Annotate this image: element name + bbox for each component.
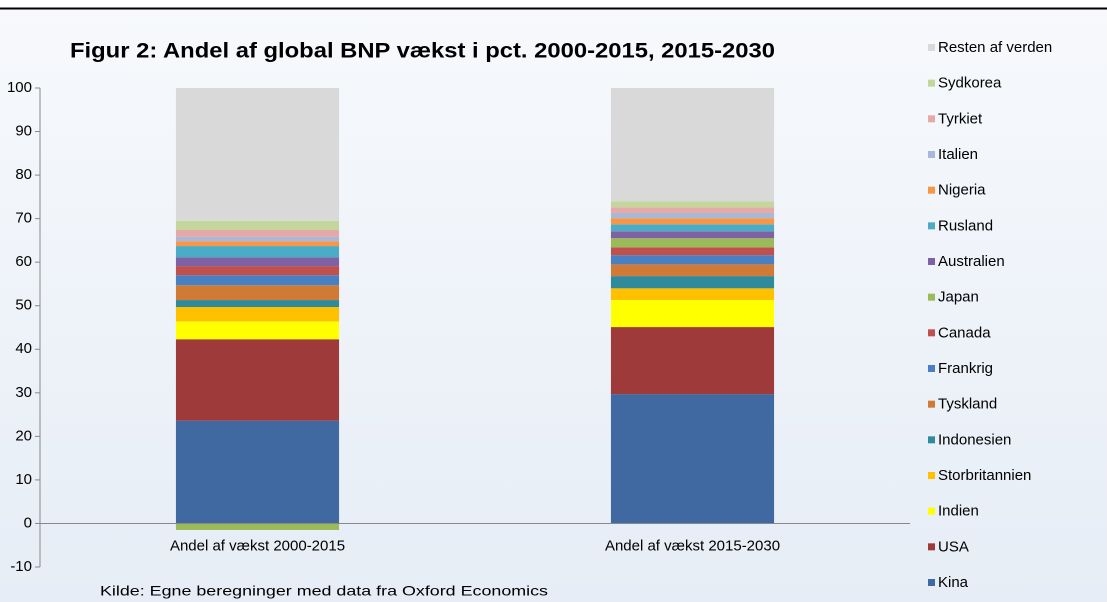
bar-segment xyxy=(610,224,775,232)
bar-segment xyxy=(175,420,340,524)
y-tick-label: 60 xyxy=(15,253,32,270)
bar-segment xyxy=(610,276,775,289)
legend-label: USA xyxy=(938,538,969,555)
x-tick-label: Andel af vækst 2015-2030 xyxy=(605,537,780,554)
bar-segment xyxy=(610,201,775,208)
chart-title: Figur 2: Andel af global BNP vækst i pct… xyxy=(70,40,775,63)
bar-segment xyxy=(175,88,340,221)
legend-swatch xyxy=(928,329,935,337)
legend-swatch xyxy=(928,507,935,515)
legend-swatch xyxy=(928,151,935,158)
legend-swatch xyxy=(928,79,935,87)
bar-segment xyxy=(175,300,340,308)
legend-label: Italien xyxy=(938,146,978,163)
legend-label: Rusland xyxy=(938,217,993,234)
y-tick-label: 40 xyxy=(15,340,32,357)
bar-segment xyxy=(175,275,340,286)
y-tick-label: 10 xyxy=(15,471,32,488)
y-tick-label: 50 xyxy=(15,297,32,314)
bar-segment xyxy=(610,218,775,225)
bar-segment xyxy=(610,255,775,265)
legend-label: Canada xyxy=(938,324,991,341)
y-tick-label: 90 xyxy=(15,123,32,140)
y-tick-label: -10 xyxy=(10,558,32,575)
bar-segment xyxy=(175,246,340,258)
legend-swatch xyxy=(928,400,935,408)
legend-swatch xyxy=(928,293,935,301)
legend-label: Tyskland xyxy=(938,396,997,413)
legend-label: Australien xyxy=(938,253,1005,270)
y-tick-label: 0 xyxy=(24,514,32,531)
bar-segment xyxy=(610,212,775,219)
legend-label: Sydkorea xyxy=(938,75,1002,92)
bar-segment xyxy=(610,231,775,239)
legend-label: Nigeria xyxy=(938,182,986,199)
legend-swatch xyxy=(928,472,935,479)
bar-segment xyxy=(175,266,340,276)
bar-segment xyxy=(610,88,775,202)
bar-segment xyxy=(175,220,340,230)
legend-label: Japan xyxy=(938,289,979,306)
bar-segment xyxy=(175,257,340,267)
y-tick-label: 30 xyxy=(15,384,32,401)
legend-swatch xyxy=(928,436,935,444)
legend-swatch xyxy=(928,115,935,123)
source-note: Kilde: Egne beregninger med data fra Oxf… xyxy=(100,583,548,599)
bar-segment xyxy=(175,307,340,322)
y-tick-label: 20 xyxy=(15,427,32,444)
bar-segment xyxy=(610,300,775,328)
bar-segment xyxy=(175,339,340,421)
bar-segment xyxy=(610,288,775,301)
x-tick-label: Andel af vækst 2000-2015 xyxy=(170,537,345,554)
bar-segment xyxy=(610,327,775,395)
bar-segment xyxy=(175,236,340,242)
legend-swatch xyxy=(928,579,935,586)
legend-swatch xyxy=(928,543,935,551)
legend-label: Kina xyxy=(938,574,969,591)
bar-segment xyxy=(610,264,775,277)
legend-label: Tyrkiet xyxy=(938,110,983,127)
bar-segment xyxy=(610,207,775,213)
bar-segment xyxy=(610,394,775,524)
legend-swatch xyxy=(928,222,935,230)
bar-segment xyxy=(610,238,775,248)
bar-segment xyxy=(610,247,775,256)
legend-label: Indien xyxy=(938,503,979,520)
bar-segment xyxy=(175,321,340,340)
legend-swatch xyxy=(928,365,935,372)
y-tick-label: 100 xyxy=(7,79,32,96)
legend-swatch xyxy=(928,44,935,51)
bar-segment xyxy=(175,523,340,530)
y-tick-label: 80 xyxy=(15,166,32,183)
legend-swatch xyxy=(928,258,935,265)
legend-label: Frankrig xyxy=(938,360,993,377)
bar-segment xyxy=(175,285,340,301)
bar-segment xyxy=(175,241,340,247)
bar-segment xyxy=(175,229,340,237)
legend-label: Resten af verden xyxy=(938,39,1052,56)
y-tick-label: 70 xyxy=(15,210,32,227)
legend-label: Indonesien xyxy=(938,431,1011,448)
legend-swatch xyxy=(928,186,935,194)
legend-label: Storbritannien xyxy=(938,467,1031,484)
